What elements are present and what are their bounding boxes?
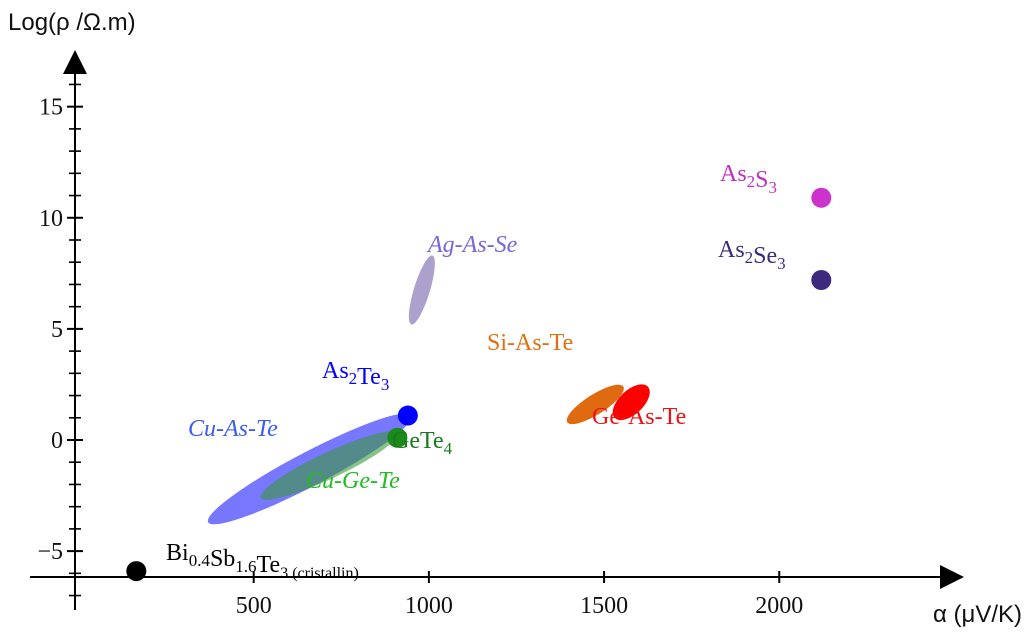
label-cu-ge-te: Cu-Ge-Te xyxy=(306,468,400,494)
y-tick-label: 0 xyxy=(51,428,63,454)
point-bisbte xyxy=(126,561,147,582)
label-si-as-te: Si-As-Te xyxy=(487,330,573,356)
label-layer: Bi0.4Sb1.6Te3 (cristallin) As2Te3 GeTe4 As2… xyxy=(166,161,786,582)
label-cu-as-te: Cu-As-Te xyxy=(188,416,278,442)
label-asse: As2Se3 xyxy=(718,237,786,273)
region-ag-as-se xyxy=(408,255,435,325)
label-gete: GeTe4 xyxy=(392,428,453,458)
region-layer xyxy=(207,255,650,525)
point-layer xyxy=(126,187,832,582)
x-tick-label: 1500 xyxy=(580,593,628,619)
y-tick-label: 10 xyxy=(39,206,63,232)
y-tick-label: 5 xyxy=(51,317,63,343)
x-tick-label: 500 xyxy=(236,593,272,619)
point-gete xyxy=(387,427,408,448)
y-tick-label: 15 xyxy=(39,95,63,121)
x-tick-label: 2000 xyxy=(755,593,803,619)
point-aste xyxy=(397,405,418,426)
x-axis-title: α (μV/K) xyxy=(933,601,1022,628)
axes: 500 1000 1500 2000 −5 0 5 10 15 xyxy=(30,50,964,619)
label-ag-as-se: Ag-As-Se xyxy=(426,232,518,258)
region-cu-ge-te xyxy=(260,431,398,500)
x-ticks: 500 1000 1500 2000 xyxy=(236,571,803,619)
label-bi: Bi0.4Sb1.6Te3 (cristallin) xyxy=(166,540,359,582)
label-aste: As2Te3 xyxy=(322,358,389,394)
point-asse xyxy=(811,270,832,290)
point-ass xyxy=(811,187,832,208)
y-tick-label: −5 xyxy=(37,539,63,565)
region-ge-as-te xyxy=(612,384,650,421)
label-ge-as-te: Ge-As-Te xyxy=(592,404,686,430)
y-ticks: −5 0 5 10 15 xyxy=(37,83,83,597)
label-ass: As2S3 xyxy=(720,161,777,197)
y-axis-title: Log(ρ /Ω.m) xyxy=(8,9,136,36)
region-si-as-te xyxy=(566,384,624,425)
x-tick-label: 1000 xyxy=(405,593,453,619)
